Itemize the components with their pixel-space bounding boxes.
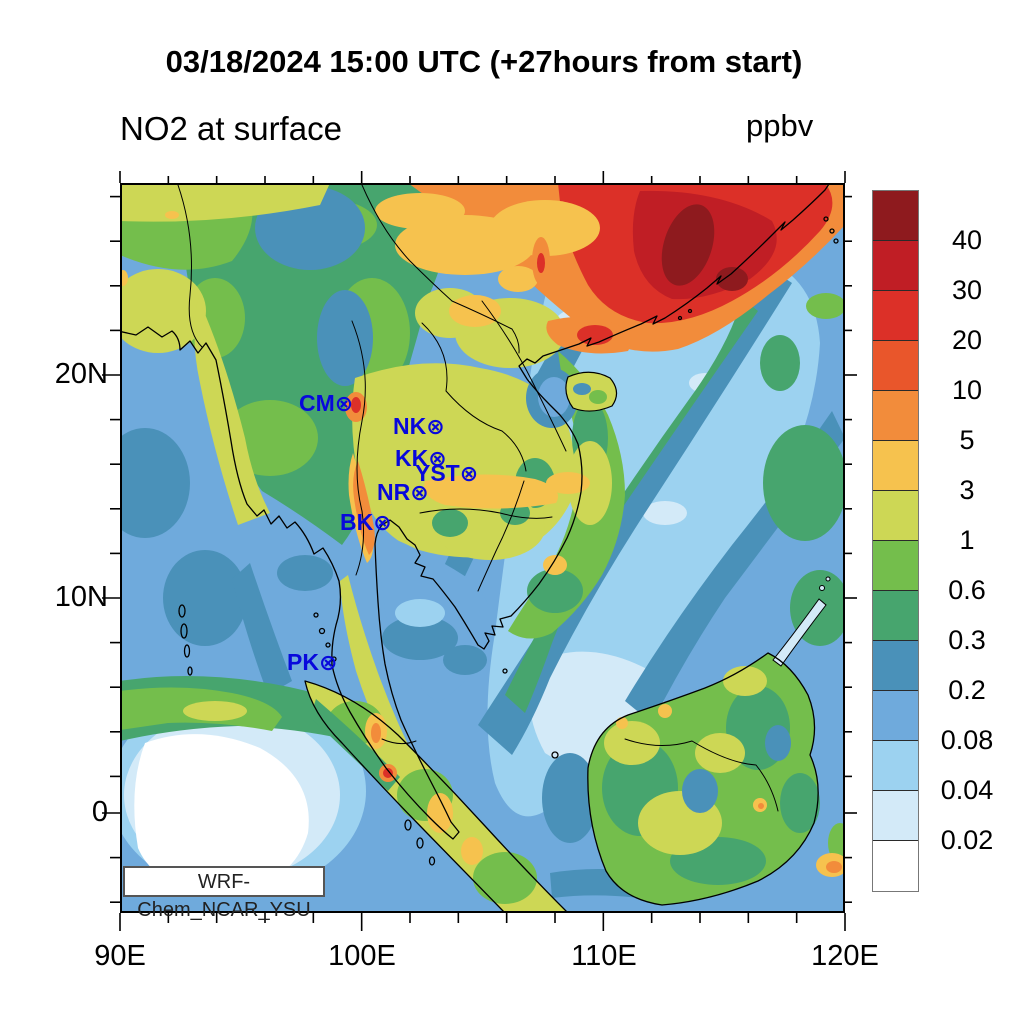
y-axis-tick-label: 10N bbox=[54, 581, 108, 613]
colorbar-segment bbox=[873, 241, 918, 291]
colorbar-segment bbox=[873, 741, 918, 791]
colorbar-level-label: 30 bbox=[951, 275, 983, 305]
figure-title: 03/18/2024 15:00 UTC (+27hours from star… bbox=[165, 44, 803, 79]
colorbar-segment bbox=[873, 291, 918, 341]
colorbar-level-label: 3 bbox=[959, 475, 975, 505]
station-circled-x-icon: ⊗ bbox=[334, 391, 354, 416]
station-marker-NK: NK⊗ bbox=[393, 415, 445, 438]
station-marker-CM: CM⊗ bbox=[299, 392, 353, 415]
colorbar-units-label: ppbv bbox=[746, 108, 814, 143]
colorbar-level-label: 0.3 bbox=[948, 625, 986, 655]
colorbar-level-label: 40 bbox=[951, 225, 983, 255]
colorbar-level-label: 0.2 bbox=[948, 675, 986, 705]
station-label: NK bbox=[393, 413, 427, 439]
station-marker-NR: NR⊗ bbox=[377, 481, 429, 504]
station-circled-x-icon: ⊗ bbox=[373, 510, 392, 535]
colorbar-level-label: 20 bbox=[951, 325, 983, 355]
station-circled-x-icon: ⊗ bbox=[318, 650, 338, 675]
x-axis-tick-label: 110E bbox=[571, 940, 637, 972]
colorbar-level-label: 5 bbox=[959, 425, 975, 455]
station-marker-BK: BK⊗ bbox=[340, 511, 392, 534]
station-label: YST bbox=[415, 460, 460, 486]
station-circled-x-icon: ⊗ bbox=[410, 480, 429, 505]
colorbar-level-label: 0.04 bbox=[940, 775, 994, 805]
x-axis-tick-label: 120E bbox=[811, 940, 879, 972]
station-label: BK bbox=[340, 509, 374, 535]
station-label: PK bbox=[287, 649, 319, 675]
colorbar-level-label: 1 bbox=[959, 525, 975, 555]
colorbar-segment bbox=[873, 841, 918, 891]
colorbar-level-label: 0.6 bbox=[948, 575, 986, 605]
colorbar bbox=[872, 190, 919, 892]
y-axis-tick-label: 0 bbox=[91, 796, 108, 828]
x-axis-tick-label: 100E bbox=[328, 940, 396, 972]
station-circled-x-icon: ⊗ bbox=[428, 446, 447, 471]
model-label-box: WRF-Chem_NCAR_YSU bbox=[123, 866, 325, 921]
colorbar-segment bbox=[873, 491, 918, 541]
colorbar-level-label: 0.08 bbox=[940, 725, 994, 755]
station-marker-YST: YST⊗ bbox=[415, 462, 478, 485]
colorbar-level-label: 0.02 bbox=[940, 825, 994, 855]
no2-contour-field bbox=[120, 183, 845, 913]
station-label: NR bbox=[377, 479, 411, 505]
station-label: KK bbox=[395, 445, 429, 471]
colorbar-segment bbox=[873, 641, 918, 691]
station-circled-x-icon: ⊗ bbox=[459, 461, 479, 486]
y-axis-tick-label: 20N bbox=[54, 358, 108, 390]
station-label: CM bbox=[299, 390, 335, 416]
station-marker-KK: KK⊗ bbox=[395, 447, 447, 470]
colorbar-segment bbox=[873, 391, 918, 441]
colorbar-segment bbox=[873, 591, 918, 641]
x-axis-tick-label: 90E bbox=[94, 940, 146, 972]
colorbar-segment bbox=[873, 691, 918, 741]
station-circled-x-icon: ⊗ bbox=[426, 414, 445, 439]
colorbar-segment bbox=[873, 541, 918, 591]
colorbar-segment bbox=[873, 191, 918, 241]
map-canvas bbox=[120, 183, 845, 913]
colorbar-level-label: 10 bbox=[951, 375, 983, 405]
field-label: NO2 at surface bbox=[120, 110, 342, 147]
colorbar-segment bbox=[873, 441, 918, 491]
station-marker-PK: PK⊗ bbox=[287, 651, 337, 674]
colorbar-segment bbox=[873, 341, 918, 391]
colorbar-segment bbox=[873, 791, 918, 841]
